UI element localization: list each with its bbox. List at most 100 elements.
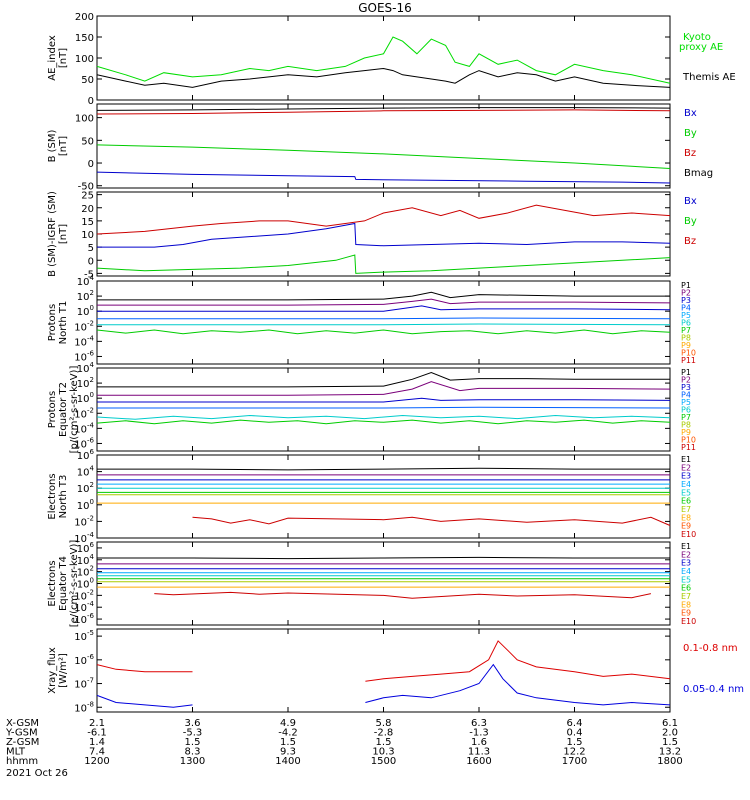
- series-line-Kyoto proxy AE: [96, 36, 671, 84]
- legend-label: P1: [681, 281, 691, 290]
- y-tick-label: 0: [88, 96, 94, 107]
- series-line-0.05-0.4 nm: [96, 694, 193, 708]
- y-tick-label: 100: [75, 114, 94, 125]
- panel-frame-7: [96, 628, 671, 713]
- ephemeris-value: 1800: [657, 756, 682, 767]
- panel-frame-2: [96, 191, 671, 277]
- legend-label: Bx: [684, 108, 697, 119]
- y-tick-label: 0: [88, 159, 94, 170]
- legend-label: P7: [681, 326, 691, 335]
- series-line-Bx: [96, 171, 671, 184]
- y-tick-label: 150: [75, 33, 94, 44]
- ephemeris-value: 6.1: [662, 718, 678, 729]
- ephemeris-row-label: X-GSM: [6, 718, 39, 729]
- legend-label: P5: [681, 311, 691, 320]
- series-line-P2: [97, 381, 671, 396]
- y-tick-label: 102: [77, 481, 94, 495]
- ephemeris-value: 1.5: [280, 737, 296, 748]
- y-axis-label: B (SM)-IGRF (SM): [47, 191, 58, 277]
- legend-label: P11: [681, 356, 696, 365]
- y-tick-label: 10-4: [74, 334, 94, 348]
- legend-label: P8: [681, 334, 691, 343]
- y-axis-label: [nT]: [58, 136, 69, 156]
- y-axis-label: Protons: [47, 391, 58, 428]
- ephemeris-value: 1600: [466, 756, 491, 767]
- ephemeris-value: 13.2: [659, 747, 681, 758]
- ephemeris-value: 1400: [275, 756, 300, 767]
- y-tick-label: 104: [77, 465, 95, 479]
- series-line-E9: [192, 516, 671, 526]
- series-line-E9: [154, 591, 652, 599]
- legend-label: P6: [681, 406, 691, 415]
- legend-label: E7: [681, 592, 691, 601]
- series-line-P5: [96, 414, 671, 420]
- ephemeris-value: -6.1: [87, 728, 107, 739]
- legend-label: E2: [681, 463, 691, 472]
- ephemeris-value: 3.6: [185, 718, 201, 729]
- ephemeris-value: 11.3: [468, 747, 490, 758]
- panel-frame-1: [96, 103, 671, 189]
- y-tick-label: 100: [77, 498, 94, 512]
- y-tick-label: 15: [81, 217, 94, 228]
- y-tick-label: 10-2: [74, 319, 94, 333]
- y-tick-label: 10-6: [74, 653, 94, 667]
- panel-frame-5: [96, 454, 671, 539]
- y-tick-label: 100: [77, 304, 94, 318]
- legend-label: Kyoto: [683, 32, 711, 43]
- legend-label: P9: [681, 428, 691, 437]
- y-tick-label: 20: [81, 204, 94, 215]
- ephemeris-value: 1.5: [185, 737, 201, 748]
- panel-frame-4: [96, 367, 671, 452]
- y-tick-label: 0: [88, 256, 94, 267]
- series-line-By: [96, 254, 671, 274]
- ephemeris-value: 6.4: [567, 718, 583, 729]
- legend-label: Bmag: [684, 168, 713, 179]
- series-line-Bz: [96, 109, 671, 115]
- legend-label: E6: [681, 497, 691, 506]
- y-axis-label: [nT]: [58, 48, 69, 68]
- ephemeris-value: 1700: [562, 756, 587, 767]
- series-line-P4: [97, 317, 671, 320]
- legend-label: P3: [681, 296, 691, 305]
- legend-label: E5: [681, 488, 691, 497]
- y-axis-label: AE_index: [47, 35, 58, 81]
- ephemeris-value: -5.3: [183, 728, 203, 739]
- legend-label: P7: [681, 413, 691, 422]
- y-tick-label: -5: [84, 269, 94, 280]
- ephemeris-value: -1.3: [469, 728, 489, 739]
- legend-label: Themis AE: [682, 72, 736, 83]
- y-axis-label: Electrons: [47, 560, 58, 606]
- y-axis-label: [W/m²]: [58, 653, 69, 688]
- series-line-E1: [97, 467, 670, 471]
- chart-title: GOES-16: [358, 1, 412, 15]
- series-line-P5: [97, 323, 671, 326]
- legend-label: E5: [681, 575, 691, 584]
- legend-label: P1: [681, 368, 691, 377]
- ephemeris-value: 6.3: [471, 718, 487, 729]
- legend-label: E3: [681, 559, 691, 568]
- legend-label: E2: [681, 550, 691, 559]
- y-axis-label: [nT]: [58, 224, 69, 244]
- y-tick-label: 104: [77, 274, 95, 288]
- legend-label: P10: [681, 349, 696, 358]
- legend-label: P2: [681, 376, 691, 385]
- legend-label: Bz: [684, 148, 696, 159]
- series-line-P4: [97, 406, 671, 409]
- y-axis-label: [p/(cm²-s-sr-keV)]: [69, 366, 80, 454]
- ephemeris-row-label: Z-GSM: [6, 737, 39, 748]
- series-line-P2: [97, 298, 671, 306]
- panel-frame-6: [96, 541, 671, 626]
- ephemeris-value: 5.8: [376, 718, 392, 729]
- y-tick-label: 100: [75, 54, 94, 65]
- ephemeris-value: 9.3: [280, 747, 296, 758]
- ephemeris-date: 2021 Oct 26: [6, 768, 68, 779]
- series-line-Bmag: [96, 107, 671, 111]
- y-tick-label: 10-7: [74, 677, 94, 691]
- legend-label: P6: [681, 319, 691, 328]
- legend-label: E10: [681, 530, 696, 539]
- ephemeris-value: 10.3: [372, 747, 394, 758]
- ephemeris-value: 4.9: [280, 718, 296, 729]
- ephemeris-value: 1.4: [89, 737, 105, 748]
- legend-label: E8: [681, 600, 691, 609]
